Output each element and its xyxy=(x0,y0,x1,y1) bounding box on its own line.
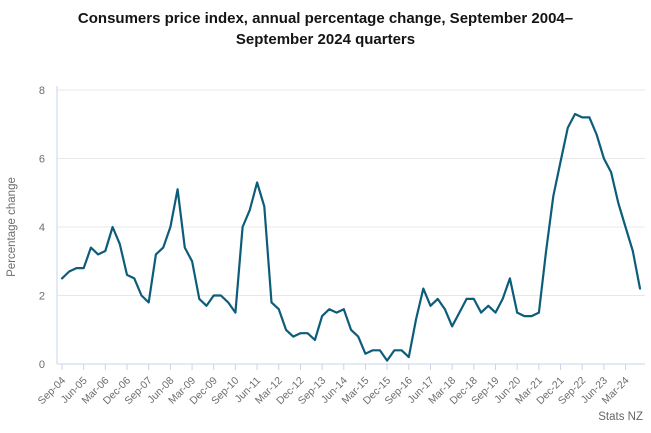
axes-layer xyxy=(56,86,645,370)
cpi-series-line xyxy=(60,112,642,362)
y-tick-label: 2 xyxy=(39,291,45,303)
y-axis-title: Percentage change xyxy=(6,177,18,277)
gridlines-layer xyxy=(57,89,645,296)
series-layer xyxy=(60,112,642,362)
y-tick-label: 0 xyxy=(39,359,45,371)
attribution: Stats NZ xyxy=(598,411,643,423)
tick-labels-layer: 02468Sep-04Jun-05Mar-06Dec-06Sep-07Jun-0… xyxy=(36,85,632,407)
y-tick-label: 4 xyxy=(39,222,45,234)
page-title: Consumers price index, annual percentage… xyxy=(77,10,574,49)
y-tick-label: 6 xyxy=(39,154,45,166)
y-tick-label: 8 xyxy=(39,85,45,97)
